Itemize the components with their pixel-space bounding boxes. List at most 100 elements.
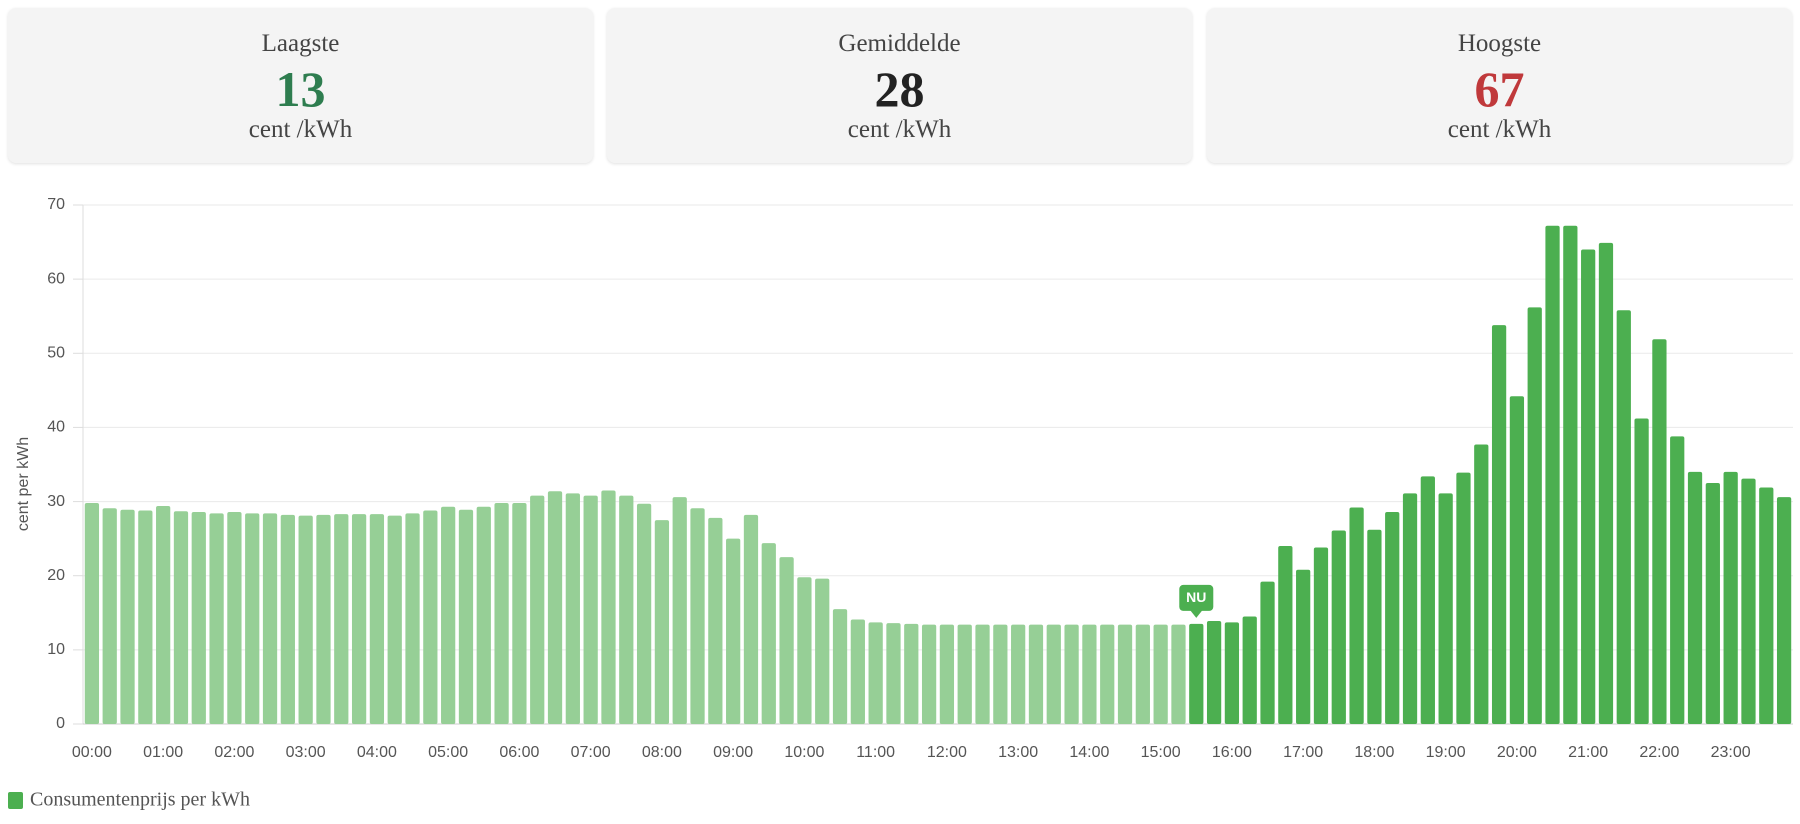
bar [441,506,456,724]
bar [886,623,901,724]
bar [1438,493,1453,724]
stat-value: 28 [874,61,925,117]
x-tick-label: 15:00 [1141,744,1181,761]
x-tick-label: 23:00 [1711,744,1751,761]
bar [672,497,687,724]
bar [547,491,563,724]
stat-value: 67 [1474,61,1525,117]
x-tick-label: 14:00 [1069,744,1109,761]
bar [1100,624,1115,724]
stat-label: Gemiddelde [838,30,961,57]
x-tick-label: 00:00 [72,744,112,761]
bar [1776,497,1792,724]
x-tick-label: 03:00 [286,744,326,761]
bar [173,511,189,724]
bar [423,510,438,724]
bar [156,506,171,724]
bar [1028,624,1044,724]
bar [227,511,242,724]
bar [1153,624,1168,724]
bar [298,515,313,724]
bar [815,578,830,724]
legend-text: Consumentenprijs per kWh [30,789,250,811]
bar [1349,507,1364,724]
bar [476,506,491,724]
x-tick-label: 01:00 [143,744,183,761]
bar [1545,225,1560,724]
stat-card: Hoogste 67 cent /kWh [1207,8,1792,163]
bar [209,513,224,724]
bar [84,503,100,724]
bar [1616,310,1631,724]
bar [975,624,990,724]
bar [1011,624,1026,724]
bar [1064,624,1079,724]
bar [1474,444,1489,724]
bar [832,609,848,724]
y-axis-title: cent per kWh [15,437,32,531]
bar [245,513,260,724]
stat-unit: cent /kWh [248,116,353,143]
bar [654,520,670,724]
bar [280,514,295,724]
bar [387,515,402,724]
stat-unit: cent /kWh [847,116,952,143]
bar [921,624,937,724]
bar [458,509,474,724]
bar [957,624,972,724]
bar [1581,249,1596,724]
bar [565,493,580,724]
bar [1705,483,1720,724]
y-tick-label: 40 [47,419,65,436]
bar [1224,622,1240,724]
bar [1046,624,1061,724]
bar [1189,623,1204,724]
x-tick-label: 18:00 [1354,744,1394,761]
bar [1509,396,1525,724]
bar [1687,471,1703,724]
bar [939,624,955,724]
stat-value: 13 [275,61,326,117]
bar [761,543,776,724]
bar [1723,471,1738,724]
x-tick-label: 13:00 [998,744,1038,761]
bar [1206,620,1222,724]
bar [351,514,367,724]
bar [120,509,135,724]
bar [1385,511,1400,724]
bar [583,495,598,724]
bar [494,503,509,724]
bar [1278,546,1293,724]
bar [1652,339,1667,724]
stat-label: Laagste [261,30,340,57]
x-tick-label: 07:00 [571,744,611,761]
bar [530,495,545,724]
x-tick-label: 16:00 [1212,744,1252,761]
x-tick-label: 20:00 [1497,744,1537,761]
bar [904,623,919,724]
bar [1402,493,1418,724]
x-tick-label: 22:00 [1639,744,1679,761]
bar [1082,624,1097,724]
x-tick-label: 21:00 [1568,744,1608,761]
bar [1420,476,1435,724]
bar [850,619,865,724]
bar [797,577,812,724]
bar [779,557,794,724]
bar [1117,624,1133,724]
x-tick-label: 10:00 [784,744,824,761]
bar [138,510,153,724]
bar [405,513,420,724]
x-tick-label: 17:00 [1283,744,1323,761]
bar [512,503,527,724]
bar [334,514,349,724]
y-tick-label: 10 [47,641,65,658]
y-tick-label: 50 [47,345,65,362]
bar [1634,418,1649,724]
bar [1135,624,1150,724]
x-tick-label: 06:00 [499,744,539,761]
bar [1759,487,1774,724]
y-tick-label: 0 [56,715,65,732]
bar [1296,569,1311,724]
